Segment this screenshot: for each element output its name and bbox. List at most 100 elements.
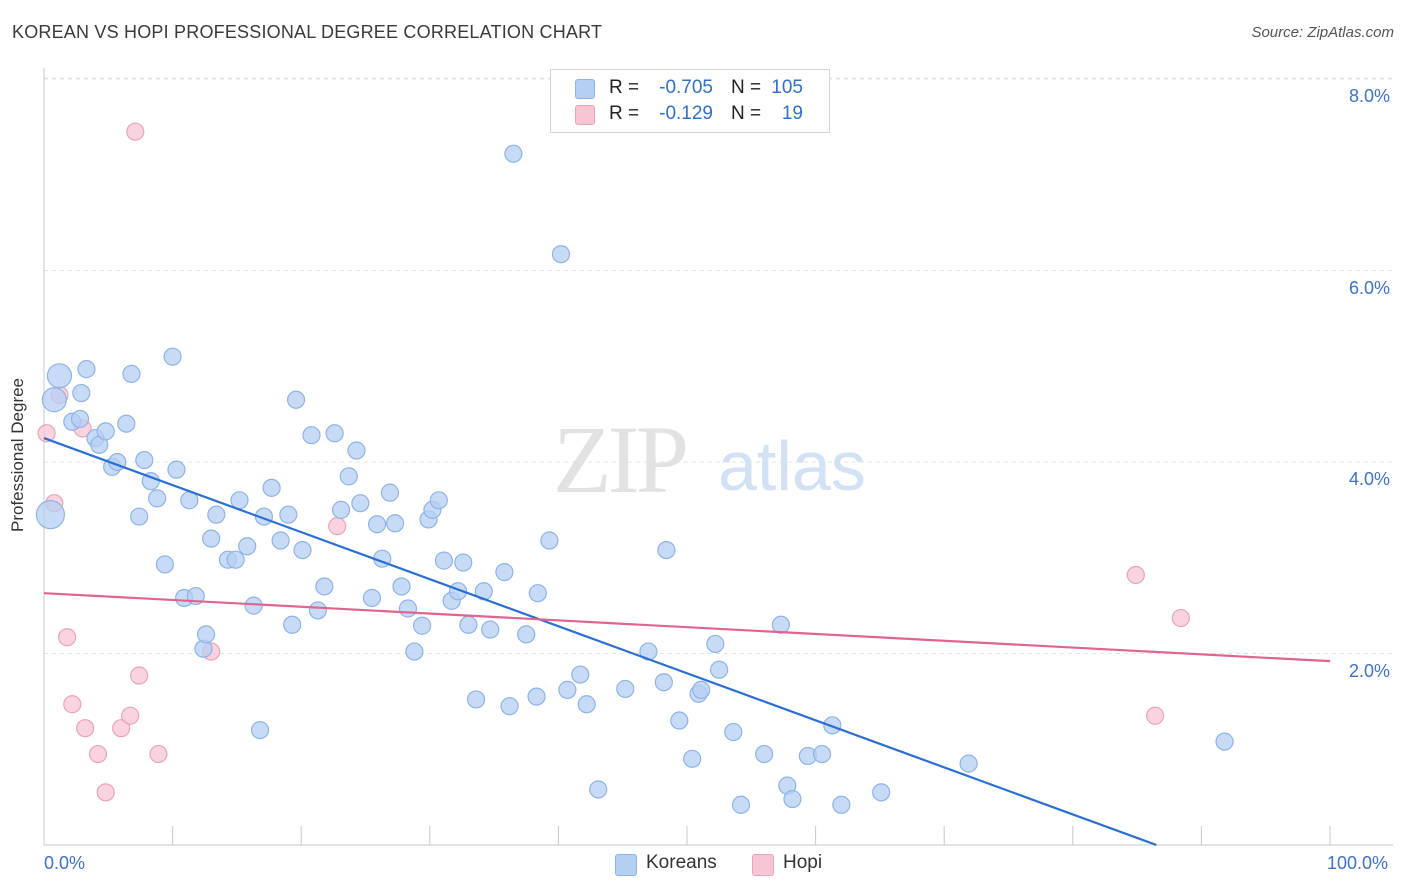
koreans-point [362, 588, 382, 608]
hopi-point [121, 706, 140, 725]
hopi-point [58, 628, 77, 647]
r-value: -0.129 [659, 103, 713, 124]
hopi-point [63, 695, 82, 714]
koreans-point [72, 383, 91, 403]
koreans-point [959, 754, 978, 773]
hopi-trendline [43, 592, 1331, 663]
koreans-point [293, 540, 312, 560]
koreans-point [755, 744, 774, 764]
koreans-point [283, 615, 302, 634]
koreans-legend-icon [615, 854, 637, 876]
koreans-point [279, 505, 298, 524]
r-value: -0.705 [659, 77, 713, 98]
koreans-point [262, 478, 281, 497]
legend-label: Hopi [783, 852, 823, 873]
hopi-swatch-icon [575, 105, 595, 125]
koreans-point [351, 494, 370, 513]
stats-row-koreans: R = -0.705 N = 105 [551, 76, 829, 102]
points-koreans [35, 144, 1234, 814]
koreans-point [148, 489, 167, 508]
n-value: 19 [781, 103, 803, 124]
koreans-point [77, 360, 96, 379]
y-tick-label-6: 6.0% [1349, 278, 1391, 298]
koreans-point [207, 505, 226, 524]
koreans-point [308, 601, 328, 620]
koreans-point [551, 245, 571, 264]
watermark-atlas: atlas [718, 427, 866, 505]
y-tick-label-2: 2.0% [1349, 661, 1391, 681]
koreans-point [135, 450, 154, 470]
r-label: R = [609, 77, 640, 98]
koreans-point [96, 422, 115, 441]
koreans-point [812, 744, 832, 764]
n-label: N = [731, 77, 762, 98]
y-tick-label-8: 8.0% [1349, 86, 1391, 106]
stats-box: R = -0.705 N = 105 R = -0.129 N = 19 [550, 69, 830, 133]
hopi-point [130, 666, 149, 685]
x-min-label: 0.0% [44, 853, 86, 873]
koreans-point [429, 491, 448, 510]
koreans-point [398, 599, 418, 618]
watermark: ZIP atlas [553, 406, 866, 513]
koreans-point [783, 789, 802, 809]
koreans-point [692, 680, 711, 699]
koreans-point [385, 514, 405, 533]
y-axis-label: Professional Degree [8, 377, 27, 533]
hopi-point [76, 719, 95, 738]
stats-row-hopi: R = -0.129 N = 19 [551, 102, 829, 128]
koreans-point [589, 780, 608, 799]
koreans-point [495, 563, 514, 582]
koreans-point [1215, 732, 1234, 751]
r-label: R = [609, 103, 640, 124]
koreans-point [558, 680, 577, 699]
koreans-point [35, 500, 66, 530]
hopi-point [1146, 706, 1165, 725]
koreans-point [196, 625, 216, 644]
koreans-point [250, 720, 270, 740]
source-label: Source: ZipAtlas.com [1251, 24, 1394, 41]
koreans-point [70, 409, 90, 429]
koreans-point [616, 679, 635, 699]
koreans-point [347, 441, 366, 460]
koreans-point [286, 390, 306, 409]
koreans-point [504, 144, 523, 163]
trendlines [43, 437, 1331, 847]
hopi-point [88, 744, 108, 764]
koreans-point [434, 551, 454, 570]
koreans-point [706, 634, 725, 654]
koreans-point [122, 364, 141, 384]
koreans-point [339, 467, 358, 486]
koreans-point [683, 749, 702, 768]
hopi-point [1171, 608, 1190, 628]
koreans-point [405, 642, 424, 661]
koreans-point [367, 515, 387, 534]
koreans-point [571, 665, 590, 684]
koreans-swatch-icon [575, 79, 595, 99]
koreans-point [46, 363, 73, 389]
koreans-point [528, 584, 547, 603]
koreans-point [872, 783, 891, 802]
hopi-point [96, 783, 115, 802]
axes [43, 68, 1393, 846]
koreans-point [163, 347, 182, 366]
koreans-point [459, 615, 478, 634]
koreans-point [517, 625, 536, 644]
hopi-point [126, 122, 145, 141]
koreans-point [380, 483, 400, 502]
hopi-point [1126, 565, 1145, 585]
legend-label: Koreans [646, 852, 717, 873]
koreans-point [454, 553, 473, 572]
x-max-label: 100.0% [1327, 853, 1389, 873]
koreans-point [315, 577, 334, 596]
koreans-point [412, 616, 432, 635]
koreans-point [238, 537, 257, 556]
koreans-point [226, 550, 245, 569]
koreans-point [724, 722, 743, 742]
n-label: N = [731, 103, 762, 124]
koreans-point [654, 673, 673, 692]
koreans-point [202, 529, 221, 548]
hopi-point [149, 744, 168, 764]
hopi-point [328, 517, 347, 536]
koreans-point [130, 507, 149, 526]
